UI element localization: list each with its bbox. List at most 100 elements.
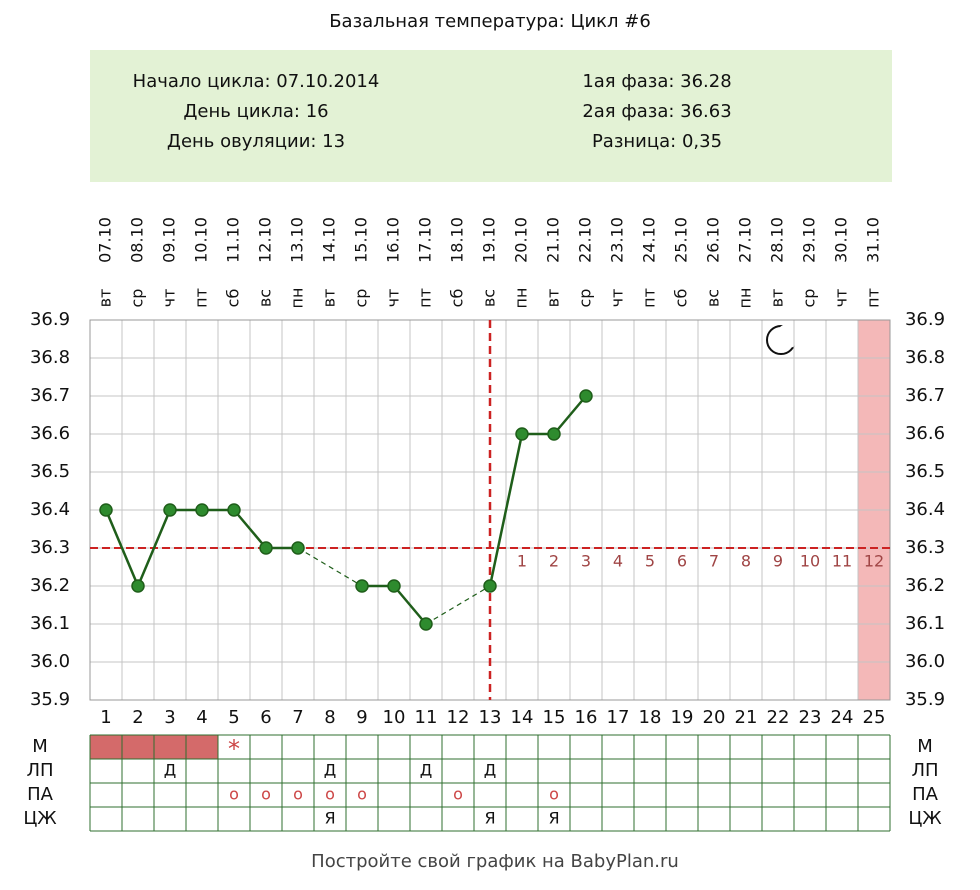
row-label: ЦЖ	[23, 808, 57, 829]
date-label: 09.10	[160, 217, 179, 263]
point	[259, 541, 273, 555]
luteal-day: 2	[549, 552, 559, 571]
x-tick-label: 13	[479, 707, 502, 728]
point	[99, 503, 113, 517]
cell-text: о	[357, 785, 367, 804]
weekday-label: сб	[224, 289, 243, 308]
point	[227, 503, 241, 517]
x-tick-label: 23	[799, 707, 822, 728]
date-label: 28.10	[768, 217, 787, 263]
x-tick-label: 16	[575, 707, 598, 728]
date-label: 23.10	[608, 217, 627, 263]
cell-text: Д	[324, 761, 337, 780]
y-tick-label: 36.3	[30, 537, 70, 558]
luteal-day: 10	[800, 552, 820, 571]
luteal-day: 11	[832, 552, 852, 571]
x-tick-label: 8	[324, 707, 335, 728]
weekday-label: чт	[608, 289, 627, 308]
date-label: 20.10	[512, 217, 531, 263]
weekday-label: пт	[640, 288, 659, 308]
x-tick-label: 17	[607, 707, 630, 728]
cell-text: *	[228, 735, 240, 763]
date-label: 10.10	[192, 217, 211, 263]
row-label: ЛП	[26, 760, 53, 781]
weekday-label: ср	[352, 289, 371, 308]
date-label: 21.10	[544, 217, 563, 263]
date-label: 13.10	[288, 217, 307, 263]
cell-text: о	[325, 785, 335, 804]
date-label: 26.10	[704, 217, 723, 263]
weekday-label: ср	[128, 289, 147, 308]
info-box	[90, 50, 892, 182]
point	[355, 579, 369, 593]
y-tick-label-right: 36.4	[905, 499, 945, 520]
date-label: 16.10	[384, 217, 403, 263]
weekday-label: пн	[288, 288, 307, 309]
info-right: Разница: 0,35	[592, 131, 722, 152]
point	[483, 579, 497, 593]
info-right: 2ая фаза: 36.63	[582, 101, 731, 122]
luteal-day: 12	[864, 552, 884, 571]
luteal-day: 4	[613, 552, 623, 571]
luteal-day: 7	[709, 552, 719, 571]
y-tick-label-right: 36.1	[905, 613, 945, 634]
date-label: 30.10	[832, 217, 851, 263]
date-label: 08.10	[128, 217, 147, 263]
date-label: 31.10	[864, 217, 883, 263]
y-tick-label: 35.9	[30, 689, 70, 710]
cell-text: Д	[164, 761, 177, 780]
x-tick-label: 24	[831, 707, 854, 728]
y-tick-label: 36.1	[30, 613, 70, 634]
weekday-label: вс	[480, 289, 499, 307]
luteal-day: 3	[581, 552, 591, 571]
chart-title: Базальная температура: Цикл #6	[329, 11, 651, 32]
x-tick-label: 15	[543, 707, 566, 728]
x-tick-label: 9	[356, 707, 367, 728]
weekday-label: сб	[448, 289, 467, 308]
luteal-day: 5	[645, 552, 655, 571]
weekday-label: чт	[384, 289, 403, 308]
date-label: 29.10	[800, 217, 819, 263]
weekday-label: пт	[192, 288, 211, 308]
date-label: 12.10	[256, 217, 275, 263]
y-tick-label-right: 36.2	[905, 575, 945, 596]
weekday-label: вт	[320, 289, 339, 308]
date-label: 25.10	[672, 217, 691, 263]
row-label: М	[32, 736, 48, 757]
weekday-label: вт	[544, 289, 563, 308]
row-label-right: ЛП	[911, 760, 938, 781]
weekday-label: вс	[256, 289, 275, 307]
date-label: 24.10	[640, 217, 659, 263]
row-label-right: ПА	[912, 784, 939, 805]
y-tick-label: 36.2	[30, 575, 70, 596]
footer: Постройте свой график на BabyPlan.ru	[311, 851, 679, 872]
x-tick-label: 14	[511, 707, 534, 728]
series-line	[553, 395, 587, 435]
x-tick-label: 4	[196, 707, 207, 728]
x-tick-label: 18	[639, 707, 662, 728]
point	[387, 579, 401, 593]
point	[291, 541, 305, 555]
weekday-label: пт	[416, 288, 435, 308]
row-label-right: ЦЖ	[908, 808, 942, 829]
date-label: 14.10	[320, 217, 339, 263]
y-tick-label: 36.0	[30, 651, 70, 672]
y-tick-label-right: 35.9	[905, 689, 945, 710]
point	[547, 427, 561, 441]
y-tick-label-right: 36.6	[905, 423, 945, 444]
cell-text: о	[453, 785, 463, 804]
x-tick-label: 1	[100, 707, 111, 728]
point	[419, 617, 433, 631]
luteal-day: 8	[741, 552, 751, 571]
y-tick-label-right: 36.3	[905, 537, 945, 558]
y-tick-label-right: 36.7	[905, 385, 945, 406]
date-label: 07.10	[96, 217, 115, 263]
series-line	[136, 509, 172, 587]
weekday-label: пн	[512, 288, 531, 309]
x-tick-label: 21	[735, 707, 758, 728]
y-tick-label-right: 36.8	[905, 347, 945, 368]
date-label: 11.10	[224, 217, 243, 263]
info-left: День цикла: 16	[183, 101, 328, 122]
weekday-label: сб	[672, 289, 691, 308]
x-tick-label: 25	[863, 707, 886, 728]
